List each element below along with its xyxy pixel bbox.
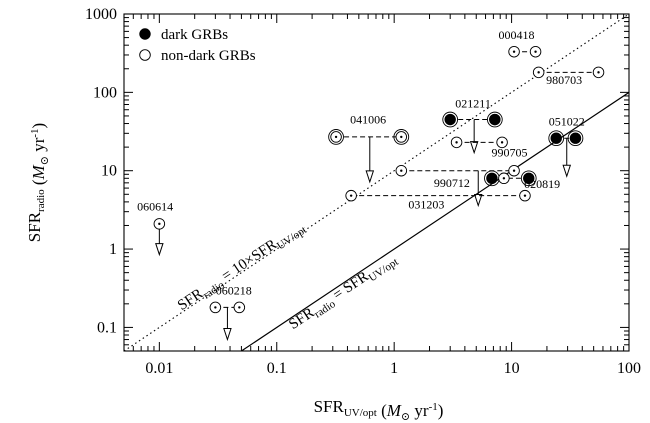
grb-ring-041006: [328, 129, 344, 145]
grb-label-031203: 031203: [408, 197, 444, 211]
grb-point-041006-center: [400, 135, 403, 139]
grb-label-060218: 060218: [216, 284, 252, 298]
grb-point-060218-center: [214, 306, 217, 309]
grb-point-031203-center: [523, 194, 527, 197]
y-tick-label: 0.1: [97, 319, 117, 336]
grb-point-990705-center: [500, 141, 504, 144]
x-tick-label: 0.1: [267, 360, 287, 377]
y-tick-label: 10: [101, 163, 117, 180]
x-tick-label: 10: [504, 360, 520, 377]
reference-line-one-to-one: [240, 91, 629, 351]
y-tick-label: 1: [109, 241, 117, 258]
grb-ring-021211: [442, 111, 459, 128]
grb-point-990712-center: [512, 169, 516, 172]
grb-ring-021211: [486, 111, 503, 128]
upper-limit-arrow-021211-head: [469, 141, 479, 155]
upper-limit-arrow-060614-head: [155, 243, 164, 257]
grb-point-000418-center: [512, 50, 516, 53]
x-tick-label: 100: [617, 360, 641, 377]
x-axis-title: SFRUV/opt (M⊙ yr-1): [314, 397, 444, 423]
grb-point-990712-center: [400, 169, 403, 172]
grb-point-980703-center: [537, 71, 540, 74]
upper-limit-arrow-060218-head: [223, 328, 232, 342]
grb-label-041006: 041006: [350, 113, 386, 127]
grb-label-000418: 000418: [498, 28, 534, 42]
grb-ring-020819: [520, 170, 537, 187]
y-tick-label: 100: [93, 84, 117, 101]
grb-ring-041006: [393, 129, 410, 145]
grb-point-000418-center: [534, 50, 537, 53]
grb-point-extra-1-center: [502, 177, 506, 180]
grb-point-990705-center: [455, 141, 458, 144]
reference-lines: [124, 14, 629, 351]
grb-point-021211: [444, 113, 456, 126]
y-axis-title: SFRradio (M⊙ yr-1): [25, 123, 51, 242]
upper-limit-arrow-990712-head: [473, 193, 483, 208]
grb-point-051022: [550, 132, 562, 144]
grb-point-060218-center: [238, 306, 241, 309]
y-tick-label: 1000: [85, 6, 117, 23]
grb-point-020819: [486, 172, 498, 184]
grb-series: 000418 980703 021211 041006 990705 051022 9907…: [137, 28, 605, 342]
x-tick-label: 0.01: [145, 360, 173, 377]
grb-label-020819: 020819: [524, 177, 560, 191]
reference-line-label-one-to-one: SFRradio = SFRUV/opt: [286, 250, 400, 335]
legend-marker-1: [139, 49, 151, 61]
upper-limit-arrow-041006-head: [365, 170, 375, 184]
grb-label-980703: 980703: [546, 73, 582, 87]
grb-label-051022: 051022: [549, 114, 585, 128]
grb-point-980703-center: [597, 71, 600, 74]
grb-label-990705: 990705: [492, 145, 528, 159]
grb-point-041006-center: [334, 135, 338, 139]
legend-label-0: dark GRBs: [161, 27, 228, 43]
grb-point-extra-0: [489, 113, 501, 126]
grb-ring-051022: [567, 130, 584, 147]
grb-point-060614-center: [158, 222, 161, 226]
grb-ring-051022: [548, 130, 565, 147]
reference-line-label-ten-times: SFRradio = 10×SFRUV/opt: [175, 218, 309, 316]
legend-marker-0: [139, 28, 151, 40]
plot-frame: [123, 13, 630, 352]
grb-point-031203-center: [349, 194, 353, 197]
x-tick-label: 1: [390, 360, 398, 377]
grb-point-051022: [569, 132, 582, 144]
tick-labels: 0.01 0.1 1 10 100 0.1 1 10 100 1000: [85, 6, 641, 377]
grb-label-990712: 990712: [434, 176, 470, 190]
grb-label-021211: 021211: [455, 97, 491, 111]
legend-label-1: non-dark GRBs: [161, 48, 256, 64]
grb-label-060614: 060614: [137, 200, 173, 214]
upper-limit-arrow-051022-head: [562, 164, 572, 178]
grb-point-020819: [523, 172, 535, 184]
legend: dark GRBs non-dark GRBs: [139, 27, 256, 64]
